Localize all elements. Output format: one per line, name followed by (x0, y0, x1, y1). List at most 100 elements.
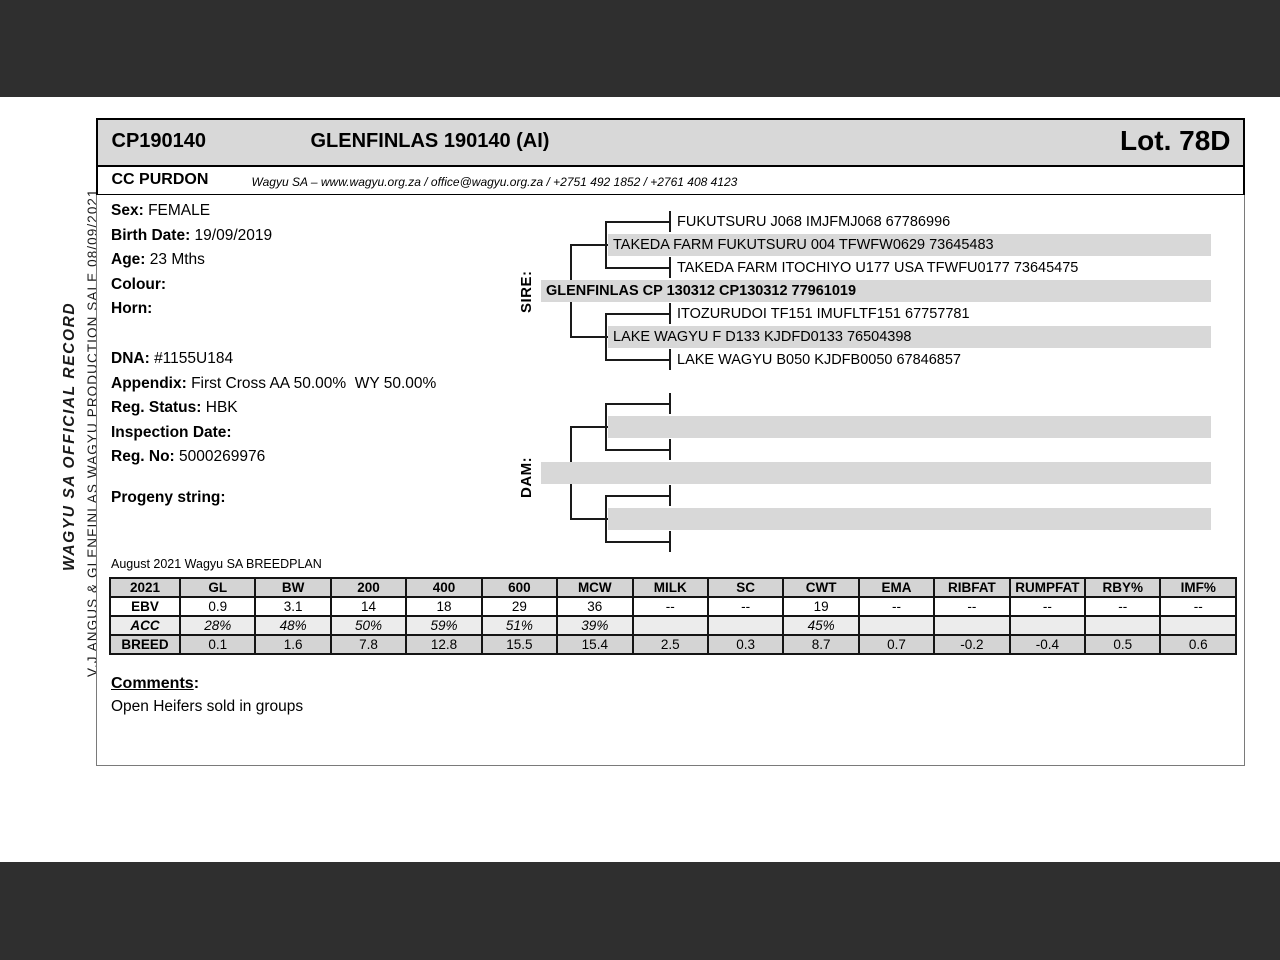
col-header: MILK (631, 577, 709, 598)
pedigree-connector-line (605, 220, 669, 223)
breed-cell: 0.5 (1084, 634, 1162, 655)
acc-row: ACC 28% 48% 50% 59% 51% 39% 45% (109, 615, 1237, 636)
acc-cell: 28% (178, 615, 257, 636)
breed-cell: 8.7 (782, 634, 860, 655)
col-header: 600 (480, 577, 559, 598)
breedplan-table: 2021 GL BW 200 400 600 MCW MILK SC CWT E… (109, 577, 1237, 655)
breed-cell: 0.6 (1159, 634, 1237, 655)
pedigree-connector-line (605, 313, 607, 360)
sire-granddam: LAKE WAGYU F D133 KJDFD0133 76504398 (608, 326, 1211, 348)
pedigree-connector-line (570, 335, 608, 338)
details-group-3: Progeny string: (111, 486, 230, 511)
detail-value: #1155U184 (154, 350, 234, 367)
col-header: IMF% (1159, 577, 1237, 598)
pedigree-connector-line (669, 485, 671, 506)
breed-cell: 15.5 (480, 634, 559, 655)
dam-grandsire-sire (677, 393, 1211, 415)
col-header: SC (706, 577, 785, 598)
detail-label: Progeny string: (111, 489, 226, 506)
acc-cell (706, 615, 785, 636)
sire-name: GLENFINLAS CP 130312 CP130312 77961019 (541, 280, 1211, 302)
top-frame-bar (0, 0, 1280, 97)
acc-cell (631, 615, 709, 636)
detail-progeny-string: Progeny string: (111, 486, 230, 511)
detail-label: Reg. No: (111, 448, 175, 466)
sire-pedigree-tree: FUKUTSURU J068 IMJFMJ068 67786996 TAKEDA… (541, 210, 1211, 371)
detail-value: FEMALE (148, 202, 211, 219)
detail-value: 19/09/2019 (194, 226, 273, 244)
detail-dna: DNA: #1155U184 (111, 347, 436, 372)
pedigree-connector-line (669, 349, 671, 370)
acc-cell: 45% (782, 615, 860, 636)
ebv-cell: -- (1159, 596, 1237, 617)
breedplan-header-row: 2021 GL BW 200 400 600 MCW MILK SC CWT E… (109, 577, 1237, 598)
detail-label: Reg. Status: (111, 399, 202, 417)
acc-cell (857, 615, 936, 636)
pedigree-connector-line (605, 494, 669, 497)
comments-heading: Comments: (111, 675, 199, 693)
col-header: RIBFAT (933, 577, 1011, 598)
pedigree-connector-line (669, 531, 671, 552)
detail-label: Colour: (111, 275, 167, 293)
ebv-cell: -- (933, 596, 1011, 617)
col-header: GL (178, 577, 257, 598)
society-contact: Wagyu SA – www.wagyu.org.za / office@wag… (251, 174, 738, 189)
ebv-cell: 19 (782, 596, 860, 617)
pedigree-connector-line (669, 257, 671, 278)
dam-granddam (608, 508, 1211, 530)
detail-value: HBK (205, 399, 238, 417)
dam-grandsire (608, 416, 1211, 438)
detail-label: Birth Date: (111, 226, 191, 244)
detail-reg-no: Reg. No: 5000269976 (111, 445, 436, 470)
details-group-1: Sex: FEMALE Birth Date: 19/09/2019 Age: … (111, 199, 272, 322)
detail-birth-date: Birth Date: 19/09/2019 (111, 224, 272, 249)
ebv-cell: 14 (329, 596, 408, 617)
col-header: 2021 (109, 577, 181, 598)
acc-cell (1084, 615, 1162, 636)
pedigree-connector-line (605, 403, 607, 450)
pedigree-connector-line (605, 221, 607, 268)
row-label: BREED (109, 634, 181, 655)
ebv-cell: -- (1008, 596, 1087, 617)
ebv-cell: 3.1 (254, 596, 332, 617)
acc-cell (1159, 615, 1237, 636)
breed-avg-row: BREED 0.1 1.6 7.8 12.8 15.5 15.4 2.5 0.3… (109, 634, 1237, 655)
comments-text: Open Heifers sold in groups (111, 698, 304, 715)
comments-heading-colon: : (193, 675, 200, 692)
ebv-cell: -- (631, 596, 709, 617)
pedigree-connector-line (570, 517, 608, 520)
ebv-cell: -- (857, 596, 936, 617)
breedplan-caption: August 2021 Wagyu SA BREEDPLAN (111, 557, 322, 571)
detail-inspection-date: Inspection Date: (111, 421, 436, 446)
acc-cell: 59% (405, 615, 483, 636)
breed-cell: 2.5 (631, 634, 709, 655)
ebv-cell: -- (706, 596, 785, 617)
ebv-cell: 18 (405, 596, 483, 617)
dam-granddam-sire (677, 485, 1211, 507)
sire-granddam-dam: LAKE WAGYU B050 KJDFB0050 67846857 (677, 352, 961, 368)
ebv-row: EBV 0.9 3.1 14 18 29 36 -- -- 19 -- -- -… (109, 596, 1237, 617)
animal-name: GLENFINLAS 190140 (AI) (310, 129, 550, 152)
row-label: EBV (109, 596, 181, 617)
sire-grandsire-sire: FUKUTSURU J068 IMJFMJ068 67786996 (677, 214, 951, 230)
pedigree-connector-line (605, 540, 669, 543)
col-header: BW (254, 577, 332, 598)
detail-label: Inspection Date: (111, 423, 232, 441)
detail-label: Sex: (111, 202, 144, 219)
detail-label: DNA: (111, 350, 150, 367)
acc-cell: 50% (329, 615, 408, 636)
detail-value: 23 Mths (149, 251, 205, 269)
comments-heading-word: Comments (111, 675, 194, 692)
dam-grandsire-dam (677, 439, 1211, 461)
breed-cell: 0.3 (706, 634, 785, 655)
sire-grandsire-dam: TAKEDA FARM ITOCHIYO U177 USA TFWFU0177 … (677, 260, 1079, 276)
acc-cell: 39% (556, 615, 634, 636)
pedigree-connector-line (605, 312, 669, 315)
dam-name (541, 462, 1211, 484)
breed-cell: 15.4 (556, 634, 634, 655)
detail-horn: Horn: (111, 297, 272, 322)
pedigree-connector-line (669, 393, 671, 414)
col-header: 200 (329, 577, 408, 598)
card-subheader: CC PURDON Wagyu SA – www.wagyu.org.za / … (95, 166, 1245, 195)
pedigree-connector-line (605, 495, 607, 542)
